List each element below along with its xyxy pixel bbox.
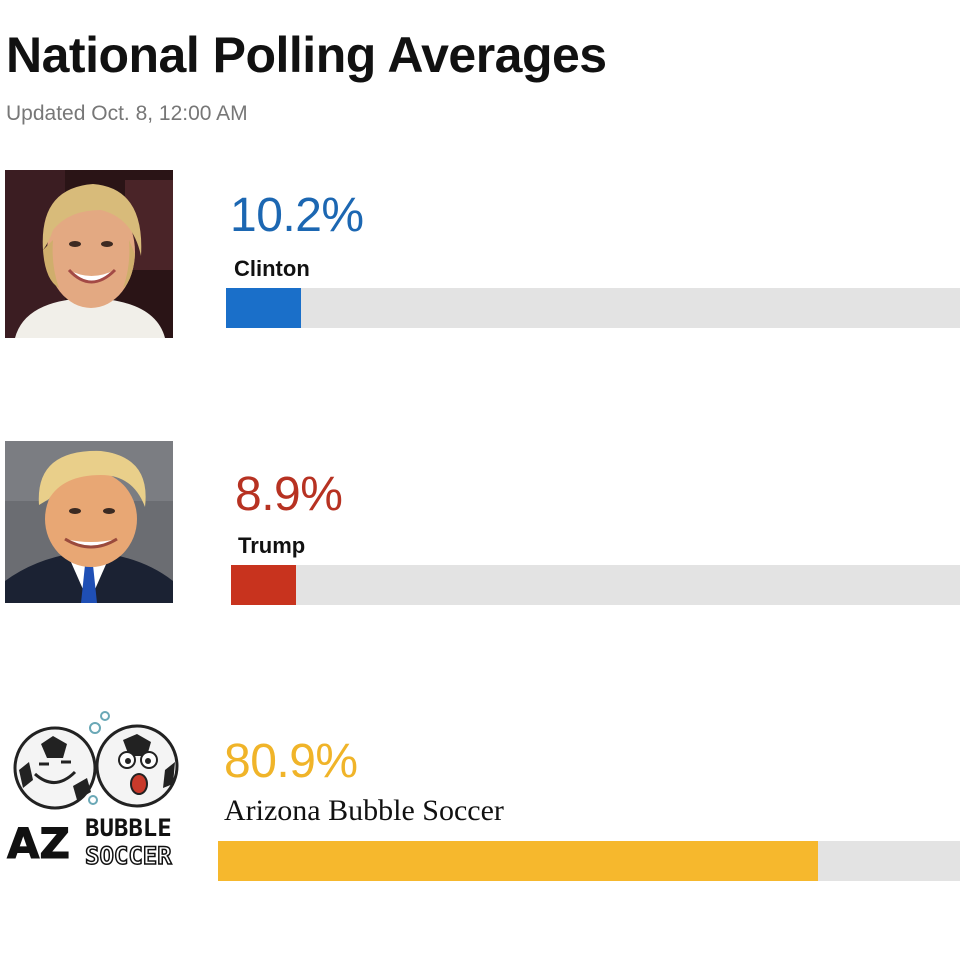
- category-label: Arizona Bubble Soccer: [224, 794, 504, 827]
- bar-track: [231, 565, 960, 605]
- candidate-row-az-bubble-soccer: AZ BUBBLE SOCCER 80.9% Arizona Bubble So…: [0, 700, 960, 900]
- logo-text: SOCCER: [85, 842, 172, 870]
- updated-timestamp: Updated Oct. 8, 12:00 AM: [6, 102, 248, 125]
- clinton-portrait: [5, 170, 173, 338]
- category-label: Trump: [238, 533, 306, 558]
- bar-track: [226, 288, 960, 328]
- bar: [218, 841, 819, 881]
- candidate-row-trump: 8.9% Trump: [0, 441, 960, 641]
- bar: [226, 288, 301, 328]
- soccer-ball-icon: [95, 724, 179, 808]
- az-bubble-soccer-logo: AZ BUBBLE SOCCER: [5, 700, 195, 880]
- value-label: 10.2%: [230, 189, 364, 242]
- bar-track: [218, 841, 960, 881]
- value-label: 80.9%: [224, 735, 358, 788]
- candidate-row-clinton: 10.2% Clinton: [0, 170, 960, 370]
- soccer-ball-icon: [13, 726, 97, 810]
- bar: [231, 565, 296, 605]
- page-title: National Polling Averages: [6, 27, 607, 83]
- logo-text: AZ: [7, 819, 70, 868]
- value-label: 8.9%: [235, 468, 343, 521]
- logo-text: BUBBLE: [85, 814, 172, 842]
- trump-portrait: [5, 441, 173, 609]
- category-label: Clinton: [234, 256, 310, 281]
